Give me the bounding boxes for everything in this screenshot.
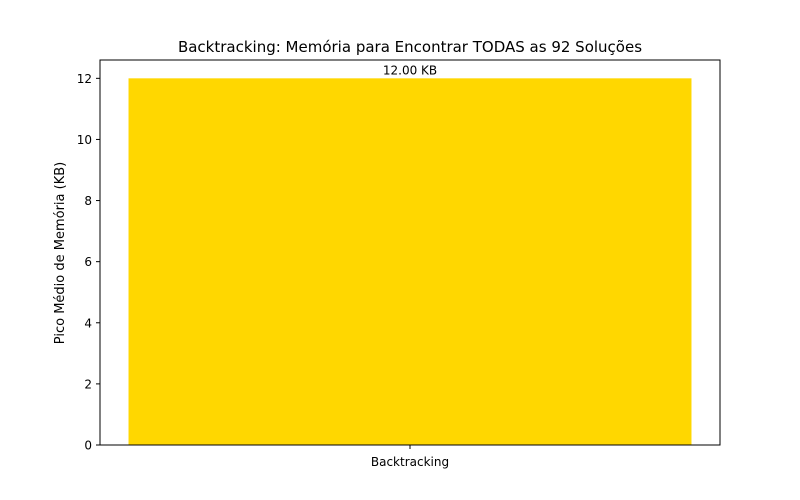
y-axis-ticks: 0 2 4 6 8 10 12 xyxy=(77,72,100,453)
y-tick-label: 0 xyxy=(84,439,92,453)
x-axis-ticks: Backtracking xyxy=(371,445,449,469)
y-axis-label: Pico Médio de Memória (KB) xyxy=(53,162,68,344)
plot-frame xyxy=(99,59,721,446)
x-tick-label: Backtracking xyxy=(371,455,449,469)
y-tick-label: 4 xyxy=(84,316,92,330)
bars: 12.00 KB xyxy=(128,63,692,445)
y-tick-label: 12 xyxy=(77,72,92,86)
y-tick-label: 8 xyxy=(84,194,92,208)
bar-value-label: 12.00 KB xyxy=(383,63,437,77)
chart-title: Backtracking: Memória para Encontrar TOD… xyxy=(178,38,642,56)
y-tick-label: 10 xyxy=(77,133,92,147)
y-tick-label: 6 xyxy=(84,255,92,269)
bar xyxy=(128,78,692,445)
y-tick-label: 2 xyxy=(84,377,92,391)
